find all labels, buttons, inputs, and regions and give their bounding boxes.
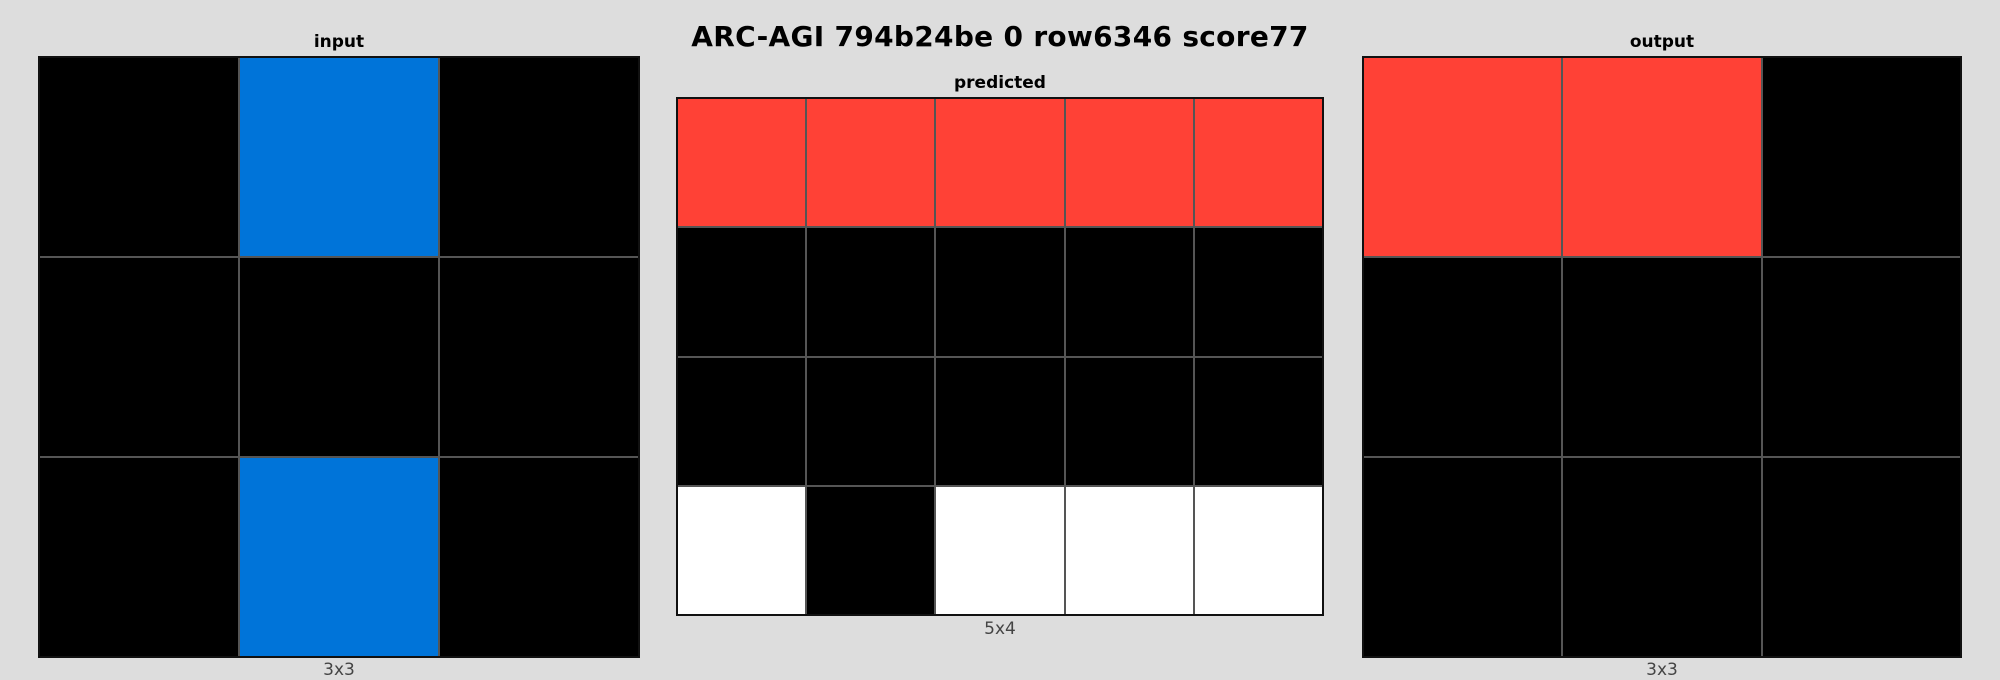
output-cell-r1-c0 xyxy=(1364,258,1562,456)
input-cell-r1-c1 xyxy=(240,258,438,456)
output-panel-title: output xyxy=(1629,32,1695,52)
main-title: ARC-AGI 794b24be 0 row6346 score77 xyxy=(691,20,1309,53)
input-cell-r0-c1 xyxy=(240,58,438,256)
predicted-cell-r0-c4 xyxy=(1194,99,1322,227)
output-cell-r0-c1 xyxy=(1563,58,1761,256)
predicted-cell-r2-c1 xyxy=(807,357,935,485)
predicted-dims-label: 5x4 xyxy=(984,619,1016,639)
predicted-cell-r2-c2 xyxy=(936,357,1064,485)
predicted-cell-r2-c3 xyxy=(1065,357,1193,485)
input-panel-title: input xyxy=(313,32,365,52)
input-cell-r2-c2 xyxy=(440,458,638,656)
predicted-cell-r3-c4 xyxy=(1194,486,1322,614)
input-cell-r0-c2 xyxy=(440,58,638,256)
input-cell-r0-c0 xyxy=(40,58,238,256)
input-cell-r2-c1 xyxy=(240,458,438,656)
predicted-cell-r1-c2 xyxy=(936,228,1064,356)
predicted-cell-r2-c4 xyxy=(1194,357,1322,485)
output-grid xyxy=(1362,56,1962,658)
output-cell-r0-c0 xyxy=(1364,58,1562,256)
predicted-cell-r3-c2 xyxy=(936,486,1064,614)
predicted-grid xyxy=(676,97,1324,616)
predicted-panel-title: predicted xyxy=(954,73,1046,93)
input-grid xyxy=(38,56,640,658)
predicted-cell-r3-c0 xyxy=(678,486,806,614)
predicted-cell-r0-c3 xyxy=(1065,99,1193,227)
output-cell-r0-c2 xyxy=(1762,58,1960,256)
predicted-cell-r2-c0 xyxy=(678,357,806,485)
predicted-cell-r0-c1 xyxy=(807,99,935,227)
output-cell-r2-c2 xyxy=(1762,458,1960,656)
input-cell-r2-c0 xyxy=(40,458,238,656)
predicted-cell-r0-c0 xyxy=(678,99,806,227)
output-cell-r1-c2 xyxy=(1762,258,1960,456)
output-cell-r2-c0 xyxy=(1364,458,1562,656)
predicted-cell-r3-c1 xyxy=(807,486,935,614)
predicted-cell-r0-c2 xyxy=(936,99,1064,227)
input-cell-r1-c0 xyxy=(40,258,238,456)
output-dims-label: 3x3 xyxy=(1646,660,1678,680)
predicted-cell-r1-c1 xyxy=(807,228,935,356)
input-cell-r1-c2 xyxy=(440,258,638,456)
output-cell-r1-c1 xyxy=(1563,258,1761,456)
predicted-cell-r1-c4 xyxy=(1194,228,1322,356)
output-cell-r2-c1 xyxy=(1563,458,1761,656)
predicted-cell-r1-c3 xyxy=(1065,228,1193,356)
predicted-cell-r1-c0 xyxy=(678,228,806,356)
predicted-cell-r3-c3 xyxy=(1065,486,1193,614)
